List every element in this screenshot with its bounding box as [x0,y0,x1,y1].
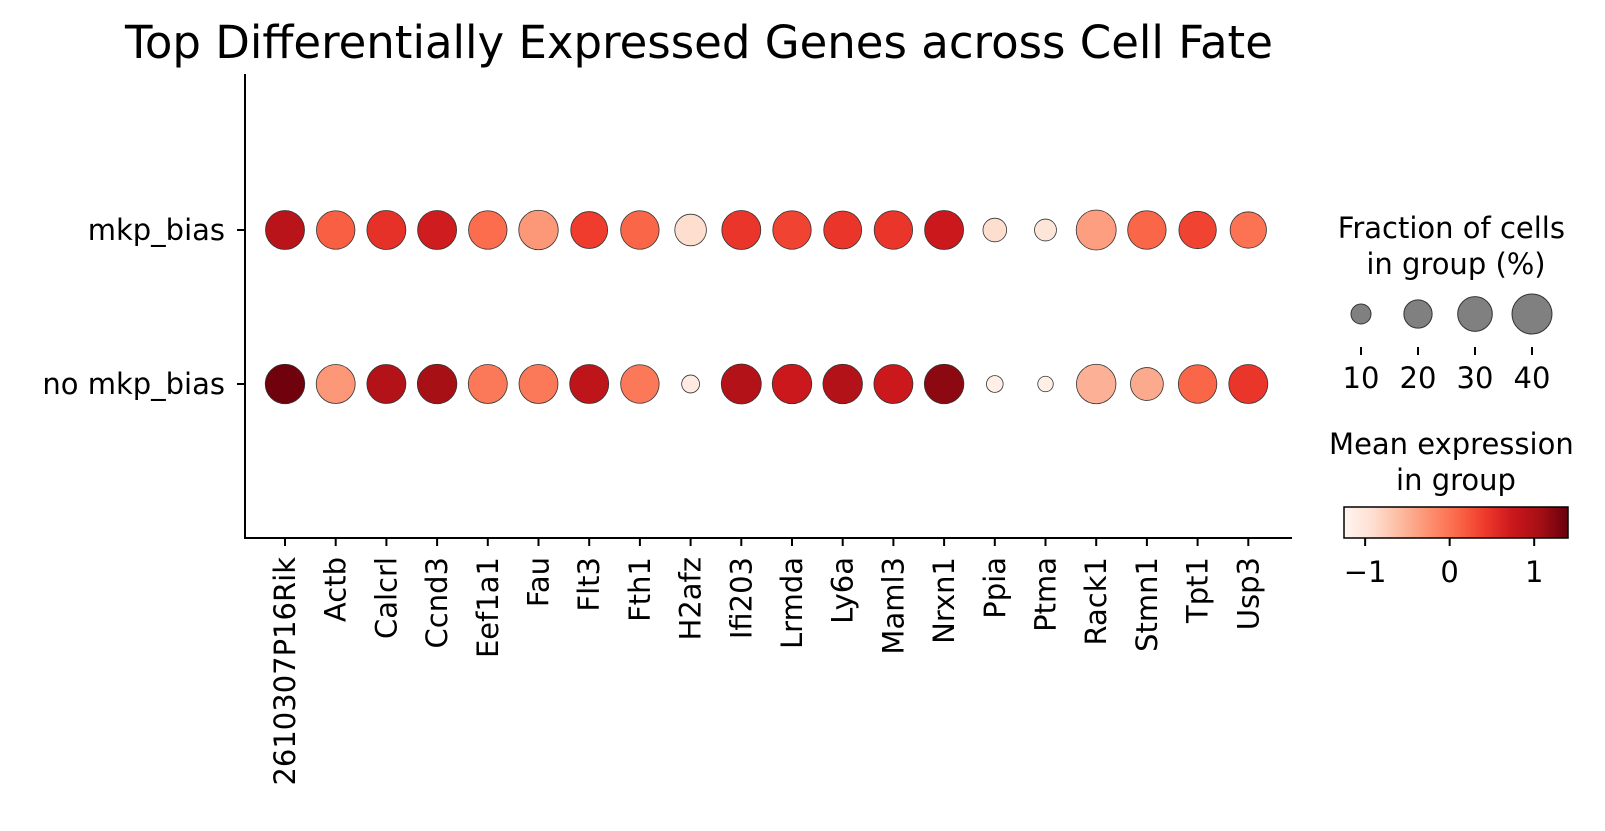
dot [1229,211,1267,249]
dot [823,210,863,250]
size-legend-title-line-1: Fraction of cells [1338,211,1565,245]
dot [417,210,457,250]
dot [873,210,914,250]
x-tick-label: Ppia [978,557,1012,619]
x-axis-ticks: 2610307P16Rik Actb Calcrl Ccnd3 Eef1a1 Fau Flt… [268,538,1265,786]
size-legend-dot [1403,299,1433,329]
dot [620,210,660,250]
dot [1076,363,1117,405]
size-legend: Fraction of cells in group (%) 10 20 30 40 [1338,211,1574,395]
x-tick-label: Ptma [1029,557,1063,632]
size-legend-label: 10 [1343,361,1380,395]
dot [1127,210,1167,250]
axis-spines [244,74,1292,539]
colorbar-ticks: −1 0 1 [1344,538,1543,589]
chart-title: Top Differentially Expressed Genes acros… [124,16,1273,69]
x-tick-label: 2610307P16Rik [268,557,302,786]
colorbar [1343,506,1569,539]
dot [681,374,700,394]
dot [468,210,508,250]
colorbar-tick-label: −1 [1344,555,1387,589]
size-legend-label: 40 [1514,361,1551,395]
x-tick-label: Ly6a [826,557,860,624]
y-tick-label: mkp_bias [88,213,225,247]
x-tick-label: Lrmda [775,557,809,649]
dot [674,213,707,247]
size-legend-dot [1350,303,1372,325]
dot [518,364,559,404]
dot [620,364,660,404]
size-legend-dot [1511,293,1553,335]
size-legend-label: 20 [1400,361,1437,395]
dot [316,210,356,250]
dot [822,363,863,405]
x-tick-label: Maml3 [876,557,910,655]
dot [265,210,305,250]
dot [923,363,965,405]
color-legend: Mean expression in group −1 0 1 [1329,427,1583,589]
color-legend-title-line-2: in group [1396,463,1516,497]
color-legend-title: Mean expression in group [1329,427,1583,497]
dot [924,210,964,250]
dot [1037,375,1054,393]
x-tick-label: Flt3 [572,557,606,612]
x-tick-label: H2afz [674,557,708,640]
dot [1130,367,1164,401]
x-tick-label: Rack1 [1079,557,1113,645]
x-tick-label: Fth1 [623,557,657,622]
x-tick-label: Fau [522,557,556,607]
dot [1177,364,1218,404]
dot [986,375,1004,393]
x-tick-label: Tpt1 [1181,557,1215,624]
dot [772,210,812,250]
dot [873,364,914,404]
dot [366,364,407,404]
colorbar-tick-label: 1 [1525,555,1543,589]
dot [315,364,356,404]
dot [518,209,559,251]
color-legend-title-line-1: Mean expression [1329,427,1574,461]
dot [366,210,407,250]
dot [264,363,306,405]
dots [264,209,1269,405]
dot [721,210,762,250]
colorbar-tick-label: 0 [1440,555,1458,589]
x-tick-label: Nrxn1 [927,557,961,644]
dot [982,217,1008,243]
x-tick-label: Usp3 [1231,557,1265,630]
dot [720,363,762,405]
dot [1034,218,1057,242]
dot [570,211,609,249]
dot [467,364,508,404]
size-legend-label: 30 [1457,361,1494,395]
x-tick-label: Calcrl [369,557,403,639]
size-legend-title: Fraction of cells in group (%) [1338,211,1574,281]
dot [1075,209,1117,251]
dot [569,364,610,404]
x-tick-label: Ccnd3 [420,557,454,648]
size-legend-items: 10 20 30 40 [1343,293,1553,395]
size-legend-dot [1457,296,1493,332]
dot [1228,364,1269,404]
x-tick-label: Actb [319,557,353,622]
y-tick-label: no mkp_bias [42,367,225,401]
x-tick-label: Ifi203 [724,557,758,639]
x-tick-label: Eef1a1 [471,557,505,658]
dot [771,363,813,405]
dot [416,363,458,405]
size-legend-title-line-2: in group (%) [1366,247,1545,281]
dot [1178,210,1217,250]
x-tick-label: Stmn1 [1130,557,1164,652]
